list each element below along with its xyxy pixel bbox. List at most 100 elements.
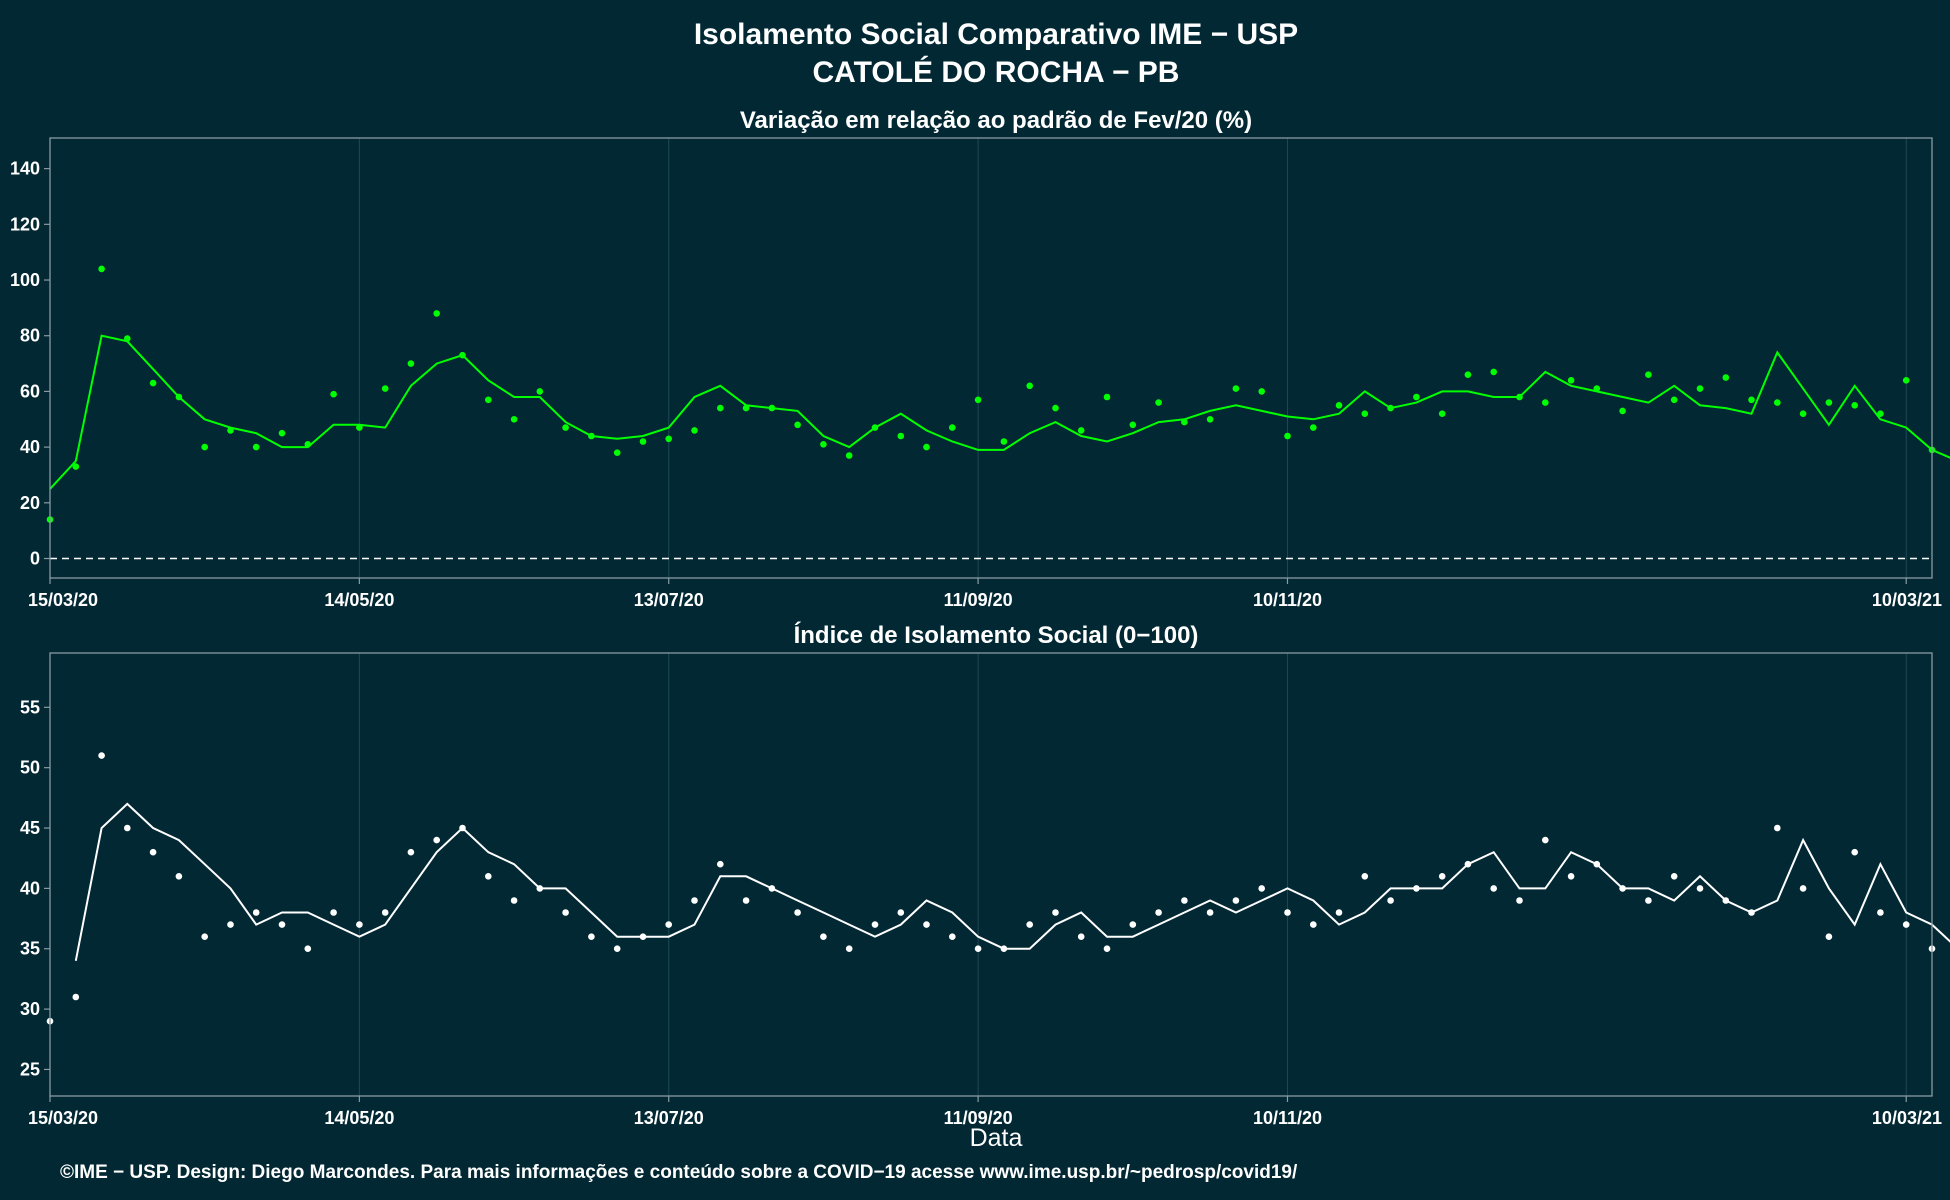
variation-point [1129,421,1137,429]
index-point [1103,945,1111,952]
y-tick-label: 40 [20,878,40,898]
variation-point [923,443,930,451]
index-point [381,909,389,916]
variation-point [1155,399,1162,406]
y-tick-label: 50 [20,758,40,778]
index-point [562,909,569,916]
variation-point [691,427,698,434]
panel-index-y-axis: 25 30 35 40 45 50 55 [20,697,50,1079]
index-point [304,945,312,952]
panel-index-x-axis: 15/03/20 14/05/20 13/07/20 11/09/20 10/11/20… [28,1096,1942,1128]
variation-point [1645,371,1652,379]
y-tick-label: 20 [20,493,40,513]
panel-variation-frame [49,137,1933,579]
variation-point [613,449,621,457]
index-point [1438,873,1446,880]
variation-point [562,424,569,431]
panel-variation: Variação em relação ao padrão de Fev/20 … [10,107,1950,610]
index-point [1825,933,1833,940]
variation-point [1774,399,1781,406]
index-point [1000,945,1008,952]
y-tick-label: 40 [20,437,40,457]
x-tick-label: 10/11/20 [1253,1108,1322,1128]
variation-point [1877,410,1884,418]
index-point [794,909,801,916]
variation-point [1000,438,1008,445]
variation-point [1206,416,1214,423]
y-tick-label: 60 [20,381,40,401]
variation-point [407,360,415,367]
index-point [1361,873,1369,880]
index-point [98,752,105,759]
variation-point [381,385,389,392]
index-rolling-mean-line [74,802,1950,961]
index-points [46,752,1936,1025]
index-point [124,824,131,832]
variation-point [1696,385,1704,392]
variation-point [330,390,337,398]
x-axis-label: Data [970,1124,1023,1152]
index-point [1232,897,1240,904]
index-point [588,933,595,940]
index-point [149,848,157,856]
chart-title: Isolamento Social Comparativo IME − USP [694,18,1298,51]
panel-index: Índice de Isolamento Social (0−100) 25 30… [20,621,1950,1128]
variation-point [665,435,672,443]
variation-point [1052,404,1059,412]
variation-point [1516,393,1523,401]
variation-point [227,427,234,434]
variation-point [1799,410,1807,418]
y-tick-label: 120 [10,214,40,234]
variation-point [1335,402,1343,409]
index-point [485,873,492,880]
index-point [1593,860,1601,868]
index-point [1052,909,1059,916]
y-tick-label: 140 [10,159,40,179]
variation-point [588,432,595,440]
index-point [1799,885,1807,892]
panel-variation-y-axis: 0 20 40 60 80 100 120 140 [10,159,50,569]
index-point [717,860,724,868]
index-point [639,933,647,940]
variation-point [794,421,801,429]
index-point [1748,909,1755,916]
index-point [175,873,183,880]
index-point [1696,885,1704,892]
y-tick-label: 30 [20,999,40,1019]
y-tick-label: 100 [10,270,40,290]
variation-point [639,438,647,445]
variation-point [1619,407,1626,415]
variation-point [1387,404,1394,412]
index-point [1567,873,1575,880]
index-point [1077,933,1085,940]
index-point [820,933,827,940]
y-tick-label: 25 [20,1059,40,1079]
y-tick-label: 80 [20,326,40,346]
index-point [691,897,698,904]
index-point [974,945,982,952]
index-point [1542,836,1549,844]
x-tick-label: 11/09/20 [944,590,1013,610]
index-point [72,993,80,1001]
x-tick-label: 10/03/21 [1872,1108,1942,1128]
index-point [742,897,750,904]
index-point [407,848,415,856]
index-point [1310,921,1317,928]
index-point [1258,885,1265,892]
variation-point [897,432,905,440]
variation-point [1438,410,1446,418]
variation-point [1181,418,1188,426]
index-point [536,885,544,892]
index-point [1129,921,1137,928]
variation-point [1902,377,1910,384]
variation-point [1670,396,1678,404]
index-point [923,921,930,928]
index-point [227,921,234,928]
x-tick-label: 14/05/20 [324,590,394,610]
index-point [1877,909,1884,916]
variation-point [201,443,208,451]
index-point [1181,897,1188,904]
variation-point [485,396,492,404]
x-tick-label: 10/03/21 [1872,590,1942,610]
